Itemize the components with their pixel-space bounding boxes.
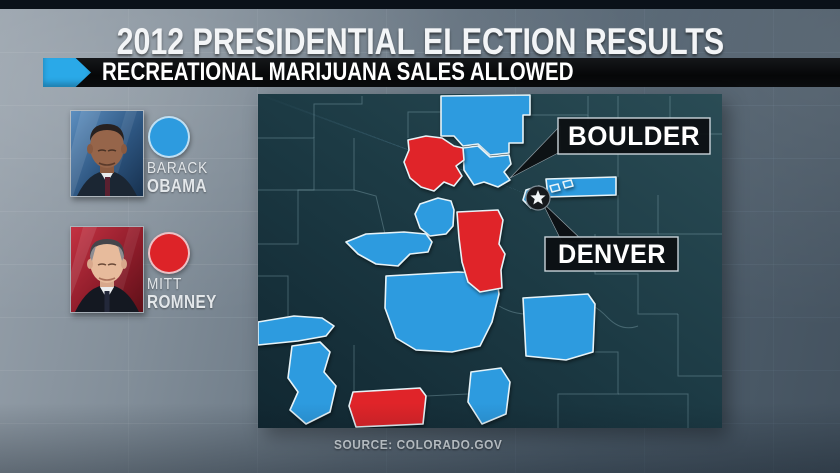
arrow-right-icon (43, 58, 91, 87)
denver-label-box (544, 236, 679, 272)
romney-photo (70, 226, 144, 313)
county-blue-west-strip (345, 231, 433, 267)
boulder-callout: BOULDER (509, 117, 711, 179)
county-blue-enclave-2 (562, 179, 574, 189)
page-title: 2012 PRESIDENTIAL ELECTION RESULTS (116, 21, 724, 62)
county-red-northwest (403, 135, 465, 192)
county-blue-south-pentagon (467, 367, 511, 425)
romney-color-dot (148, 232, 190, 274)
boulder-label: BOULDER (568, 121, 700, 151)
county-blue-southeast-large (522, 293, 596, 361)
obama-color-dot (148, 116, 190, 158)
county-blue-enclave-1 (549, 183, 561, 193)
county-blue-southwest-strip (258, 315, 335, 346)
title-row: 2012 PRESIDENTIAL ELECTION RESULTS (0, 21, 840, 63)
subtitle-bar: RECREATIONAL MARIJUANA SALES ALLOWED (43, 58, 840, 87)
romney-first-name: MITT (147, 276, 183, 293)
county-red-south (348, 387, 427, 428)
denver-star-marker (525, 185, 551, 211)
obama-first-name: BARACK (147, 160, 209, 177)
county-blue-southwest-tall (287, 341, 337, 425)
romney-last-name: ROMNEY (147, 292, 217, 312)
source-credit: SOURCE: COLORADO.GOV (334, 438, 503, 452)
denver-label: DENVER (558, 239, 666, 269)
subtitle-label: RECREATIONAL MARIJUANA SALES ALLOWED (102, 58, 574, 86)
obama-counties (258, 94, 617, 425)
county-blue-north (440, 94, 531, 156)
county-blue-central-mountain (414, 197, 455, 237)
colorado-county-map: BOULDER DENVER (258, 94, 722, 428)
county-red-central (456, 209, 506, 293)
denver-callout: DENVER (541, 201, 679, 272)
obama-last-name: OBAMA (147, 176, 207, 196)
romney-counties (348, 135, 506, 428)
obama-photo (70, 110, 144, 197)
boulder-label-box (557, 117, 711, 155)
county-blue-boulder-area (462, 145, 512, 188)
top-border-bar (0, 0, 840, 9)
